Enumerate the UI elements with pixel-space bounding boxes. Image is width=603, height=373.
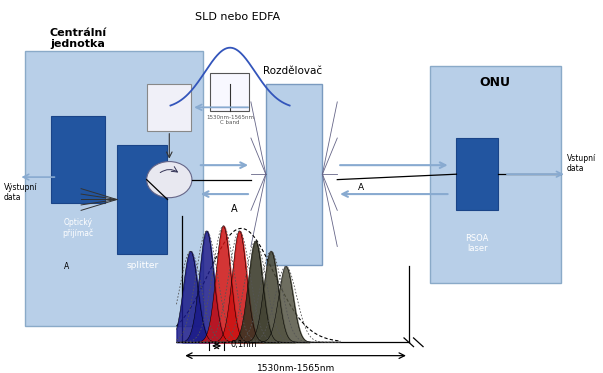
Text: Výstupní
data: Výstupní data (4, 182, 37, 202)
Ellipse shape (147, 162, 192, 198)
Text: SLD nebo EDFA: SLD nebo EDFA (195, 12, 280, 22)
Text: RSOA
laser: RSOA laser (466, 234, 489, 253)
Bar (266, 84, 323, 264)
Text: A: A (63, 262, 69, 271)
Bar (117, 145, 168, 254)
Text: 0,1nm: 0,1nm (230, 339, 257, 349)
Text: ONU: ONU (479, 75, 511, 88)
Text: 1530nm-1565nm
C band: 1530nm-1565nm C band (206, 115, 254, 125)
Text: Rozdělovač: Rozdělovač (263, 66, 322, 76)
Bar (51, 116, 105, 203)
Text: 1530nm-1565nm: 1530nm-1565nm (256, 364, 335, 373)
Bar (210, 73, 249, 111)
Text: A: A (358, 183, 364, 192)
Bar (429, 66, 561, 283)
Text: A: A (231, 204, 238, 214)
Text: splitter: splitter (127, 261, 159, 270)
Bar (147, 84, 191, 131)
Text: Centrální
jednotka: Centrální jednotka (49, 28, 107, 50)
Bar (456, 138, 498, 210)
Text: Optický
přijímač: Optický přijímač (63, 217, 93, 238)
Bar (25, 51, 203, 326)
Text: Vstupní
data: Vstupní data (567, 154, 596, 173)
